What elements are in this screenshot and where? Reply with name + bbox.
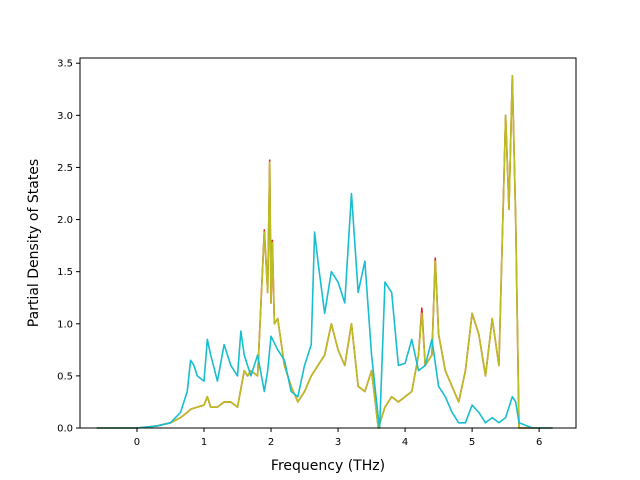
x-axis-ticks: 0 1 2 3 4 5 6 <box>134 428 542 448</box>
x-tick-label: 3 <box>335 437 341 448</box>
x-tick-label: 4 <box>402 437 408 448</box>
y-tick-label: 2.5 <box>57 163 73 174</box>
x-tick-label: 6 <box>536 437 542 448</box>
x-axis-title: Frequency (THz) <box>271 458 385 474</box>
plot-frame <box>79 57 577 429</box>
x-tick-label: 0 <box>134 437 140 448</box>
y-tick-label: 2.0 <box>57 215 73 226</box>
y-tick-label: 3.0 <box>57 111 73 122</box>
x-tick-label: 5 <box>469 437 475 448</box>
series-line-1 <box>96 74 553 429</box>
y-axis-ticks: 0.0 0.5 1.0 1.5 2.0 2.5 3.0 3.5 <box>57 59 80 435</box>
y-tick-label: 1.5 <box>57 267 73 278</box>
x-tick-label: 1 <box>201 437 207 448</box>
y-tick-label: 0.5 <box>57 371 73 382</box>
y-tick-label: 0.0 <box>57 424 73 435</box>
y-tick-label: 3.5 <box>57 59 73 70</box>
series-layer <box>96 74 553 429</box>
series-line-2 <box>96 74 553 429</box>
x-tick-label: 2 <box>268 437 274 448</box>
series-line-3 <box>96 192 553 429</box>
y-tick-label: 1.0 <box>57 319 73 330</box>
y-axis-title: Partial Density of States <box>26 159 42 327</box>
